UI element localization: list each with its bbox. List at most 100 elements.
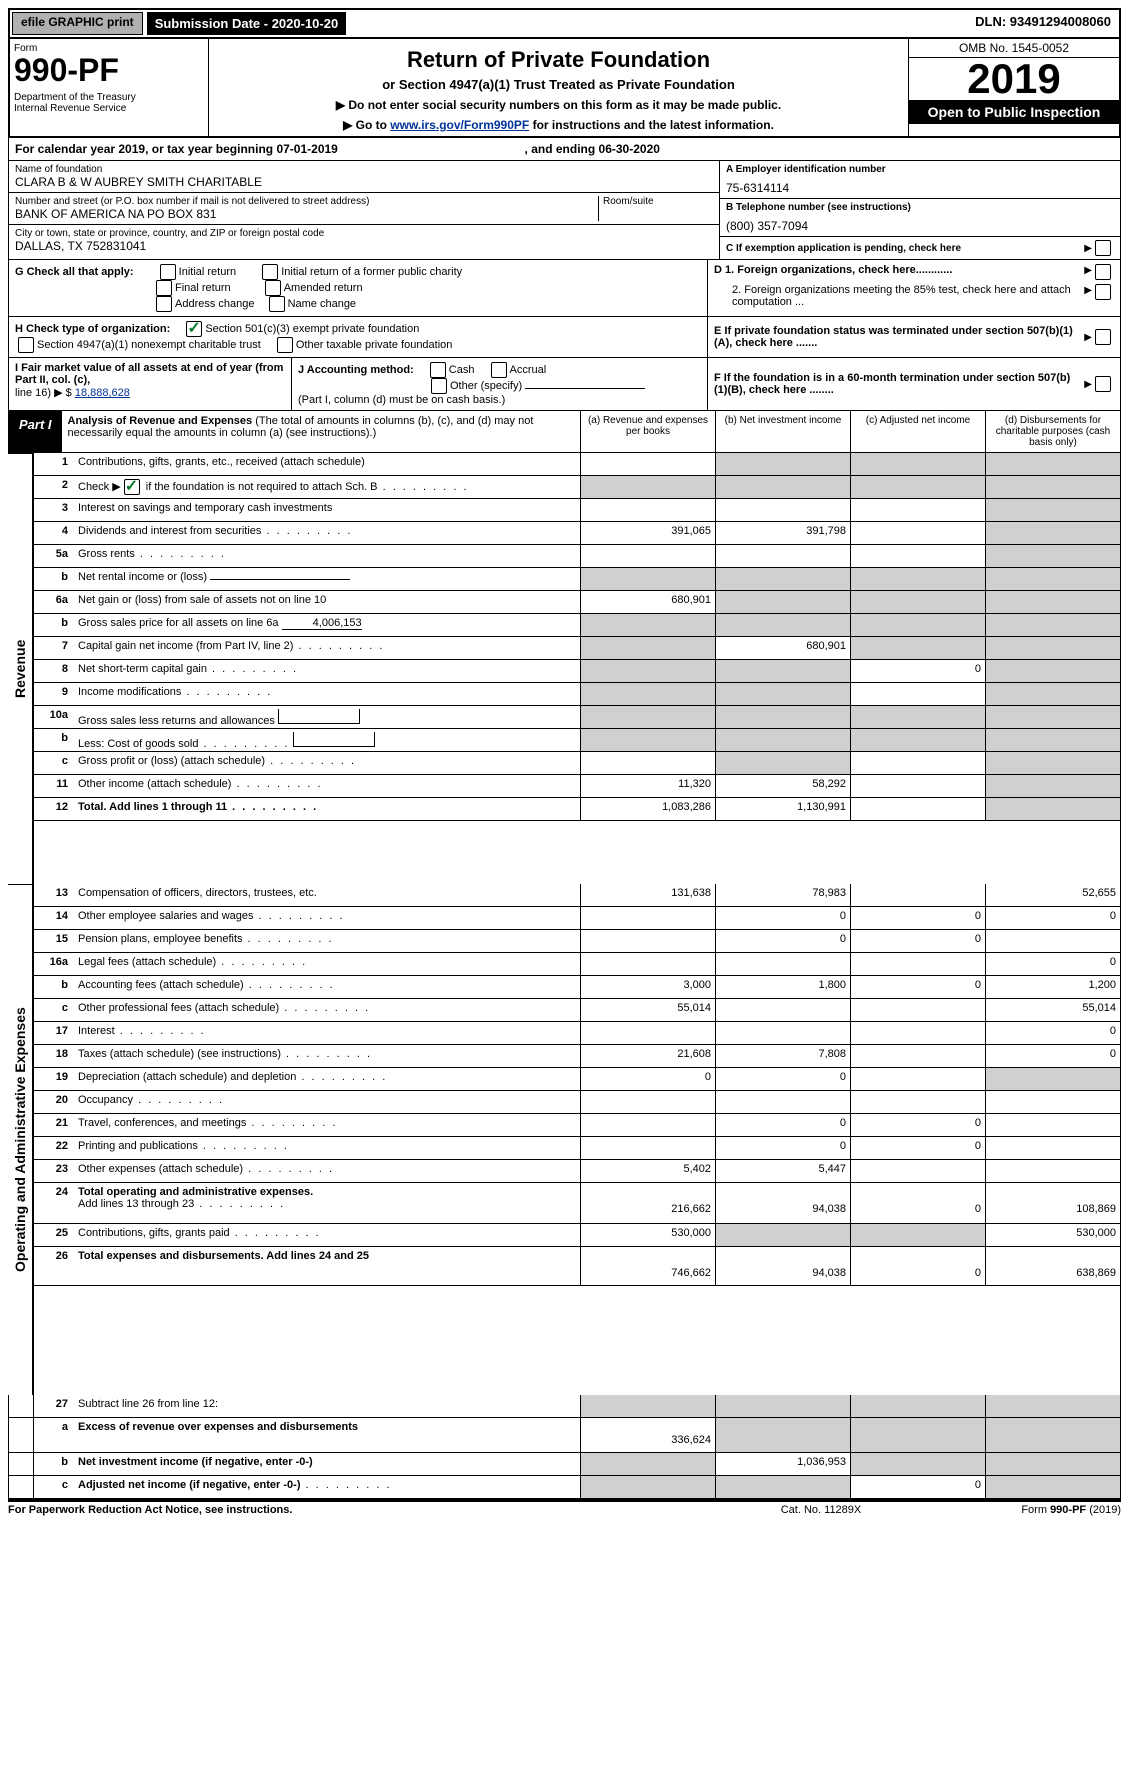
revenue-table: 1Contributions, gifts, grants, etc., rec… xyxy=(33,453,1121,884)
open-public: Open to Public Inspection xyxy=(909,100,1119,124)
line-16a: Legal fees (attach schedule) xyxy=(74,953,580,975)
e-checkbox[interactable] xyxy=(1095,329,1111,345)
foundation-name-label: Name of foundation xyxy=(15,164,713,175)
arrow-icon xyxy=(1081,264,1092,280)
expenses-table: 13Compensation of officers, directors, t… xyxy=(33,884,1121,1395)
g-name-checkbox[interactable] xyxy=(269,296,285,312)
line-10a: Gross sales less returns and allowances xyxy=(74,706,580,728)
line-11: Other income (attach schedule) xyxy=(74,775,580,797)
j-cash-checkbox[interactable] xyxy=(430,362,446,378)
line-26-a: 746,662 xyxy=(580,1247,715,1285)
line-16b-a: 3,000 xyxy=(580,976,715,998)
city-value: DALLAS, TX 752831041 xyxy=(15,239,713,253)
g-final-checkbox[interactable] xyxy=(156,280,172,296)
h-4947-checkbox[interactable] xyxy=(18,337,34,353)
line-24-a: 216,662 xyxy=(580,1183,715,1223)
g-initial-former-checkbox[interactable] xyxy=(262,264,278,280)
line-5b: Net rental income or (loss) xyxy=(74,568,580,590)
arrow-icon xyxy=(1081,378,1092,390)
d1-checkbox[interactable] xyxy=(1095,264,1111,280)
line-19: Depreciation (attach schedule) and deple… xyxy=(74,1068,580,1090)
d2-checkbox[interactable] xyxy=(1095,284,1111,300)
h-501c3-checkbox[interactable] xyxy=(186,321,202,337)
j-other-checkbox[interactable] xyxy=(431,378,447,394)
arrow-icon xyxy=(1081,331,1092,343)
g-address-checkbox[interactable] xyxy=(156,296,172,312)
foundation-name: CLARA B & W AUBREY SMITH CHARITABLE xyxy=(15,175,713,189)
d2-label: 2. Foreign organizations meeting the 85%… xyxy=(714,284,1081,308)
j-label: J Accounting method: xyxy=(298,364,414,376)
col-c-header: (c) Adjusted net income xyxy=(850,411,985,452)
h-opt-1: Section 501(c)(3) exempt private foundat… xyxy=(205,323,419,335)
line-25: Contributions, gifts, grants paid xyxy=(74,1224,580,1246)
line-12-b: 1,130,991 xyxy=(715,798,850,820)
line-27: Subtract line 26 from line 12: xyxy=(74,1395,580,1417)
i-fmv-link[interactable]: 18,888,628 xyxy=(75,387,130,399)
line-26-b: 94,038 xyxy=(715,1247,850,1285)
line-18-a: 21,608 xyxy=(580,1045,715,1067)
j-opt-0: Cash xyxy=(449,364,475,376)
efile-print-button[interactable]: efile GRAPHIC print xyxy=(12,12,143,35)
line-24: Total operating and administrative expen… xyxy=(74,1183,580,1223)
part1-title: Analysis of Revenue and Expenses xyxy=(68,415,253,427)
ein-label: A Employer identification number xyxy=(726,164,1114,175)
line-11-b: 58,292 xyxy=(715,775,850,797)
line-1: Contributions, gifts, grants, etc., rece… xyxy=(74,453,580,475)
h-label: H Check type of organization: xyxy=(15,323,170,335)
line-26: Total expenses and disbursements. Add li… xyxy=(74,1247,580,1285)
line-21-c: 0 xyxy=(850,1114,985,1136)
f-checkbox[interactable] xyxy=(1095,376,1111,392)
j-accrual-checkbox[interactable] xyxy=(491,362,507,378)
calendar-year-row: For calendar year 2019, or tax year begi… xyxy=(8,138,1121,161)
submission-date: Submission Date - 2020-10-20 xyxy=(147,12,347,35)
col-a-header: (a) Revenue and expenses per books xyxy=(580,411,715,452)
form-number: 990-PF xyxy=(14,54,204,86)
g-initial-checkbox[interactable] xyxy=(160,264,176,280)
g-opt-5: Name change xyxy=(288,298,357,310)
g-opt-2: Final return xyxy=(175,282,231,294)
h-other-checkbox[interactable] xyxy=(277,337,293,353)
line-23-b: 5,447 xyxy=(715,1160,850,1182)
ein-value: 75-6314114 xyxy=(726,181,1114,195)
instructions-link[interactable]: www.irs.gov/Form990PF xyxy=(390,118,529,132)
line-27c: Adjusted net income (if negative, enter … xyxy=(74,1476,580,1498)
line-17: Interest xyxy=(74,1022,580,1044)
page-footer: For Paperwork Reduction Act Notice, see … xyxy=(8,1501,1121,1516)
line-14-c: 0 xyxy=(850,907,985,929)
form-header: Form 990-PF Department of the Treasury I… xyxy=(8,39,1121,138)
warning-ssn: ▶ Do not enter social security numbers o… xyxy=(213,98,904,112)
line-16b-c: 0 xyxy=(850,976,985,998)
line-16c: Other professional fees (attach schedule… xyxy=(74,999,580,1021)
line-16b-b: 1,800 xyxy=(715,976,850,998)
col-b-header: (b) Net investment income xyxy=(715,411,850,452)
line-18: Taxes (attach schedule) (see instruction… xyxy=(74,1045,580,1067)
form-title: Return of Private Foundation xyxy=(213,47,904,73)
telephone-value: (800) 357-7094 xyxy=(726,219,1114,233)
line-6a-a: 680,901 xyxy=(580,591,715,613)
line-16b: Accounting fees (attach schedule) xyxy=(74,976,580,998)
line-2-checkbox[interactable] xyxy=(124,479,140,495)
line-27a-a: 336,624 xyxy=(580,1418,715,1452)
line-15-c: 0 xyxy=(850,930,985,952)
arrow-icon xyxy=(1081,242,1092,254)
line-27b-b: 1,036,953 xyxy=(715,1453,850,1475)
line-7: Capital gain net income (from Part IV, l… xyxy=(74,637,580,659)
footer-form: Form 990-PF (2019) xyxy=(921,1504,1121,1516)
line-23: Other expenses (attach schedule) xyxy=(74,1160,580,1182)
line-27c-c: 0 xyxy=(850,1476,985,1498)
line-6b-value: 4,006,153 xyxy=(282,617,362,630)
line-4-b: 391,798 xyxy=(715,522,850,544)
line-8-c: 0 xyxy=(850,660,985,682)
line-16b-d: 1,200 xyxy=(985,976,1120,998)
line-21: Travel, conferences, and meetings xyxy=(74,1114,580,1136)
c-checkbox[interactable] xyxy=(1095,240,1111,256)
top-bar: efile GRAPHIC print Submission Date - 20… xyxy=(8,8,1121,39)
line-15-b: 0 xyxy=(715,930,850,952)
footer-left: For Paperwork Reduction Act Notice, see … xyxy=(8,1504,721,1516)
line-21-b: 0 xyxy=(715,1114,850,1136)
line-22-b: 0 xyxy=(715,1137,850,1159)
line-14: Other employee salaries and wages xyxy=(74,907,580,929)
g-amended-checkbox[interactable] xyxy=(265,280,281,296)
part1-tag: Part I xyxy=(9,411,62,452)
col-d-header: (d) Disbursements for charitable purpose… xyxy=(985,411,1120,452)
